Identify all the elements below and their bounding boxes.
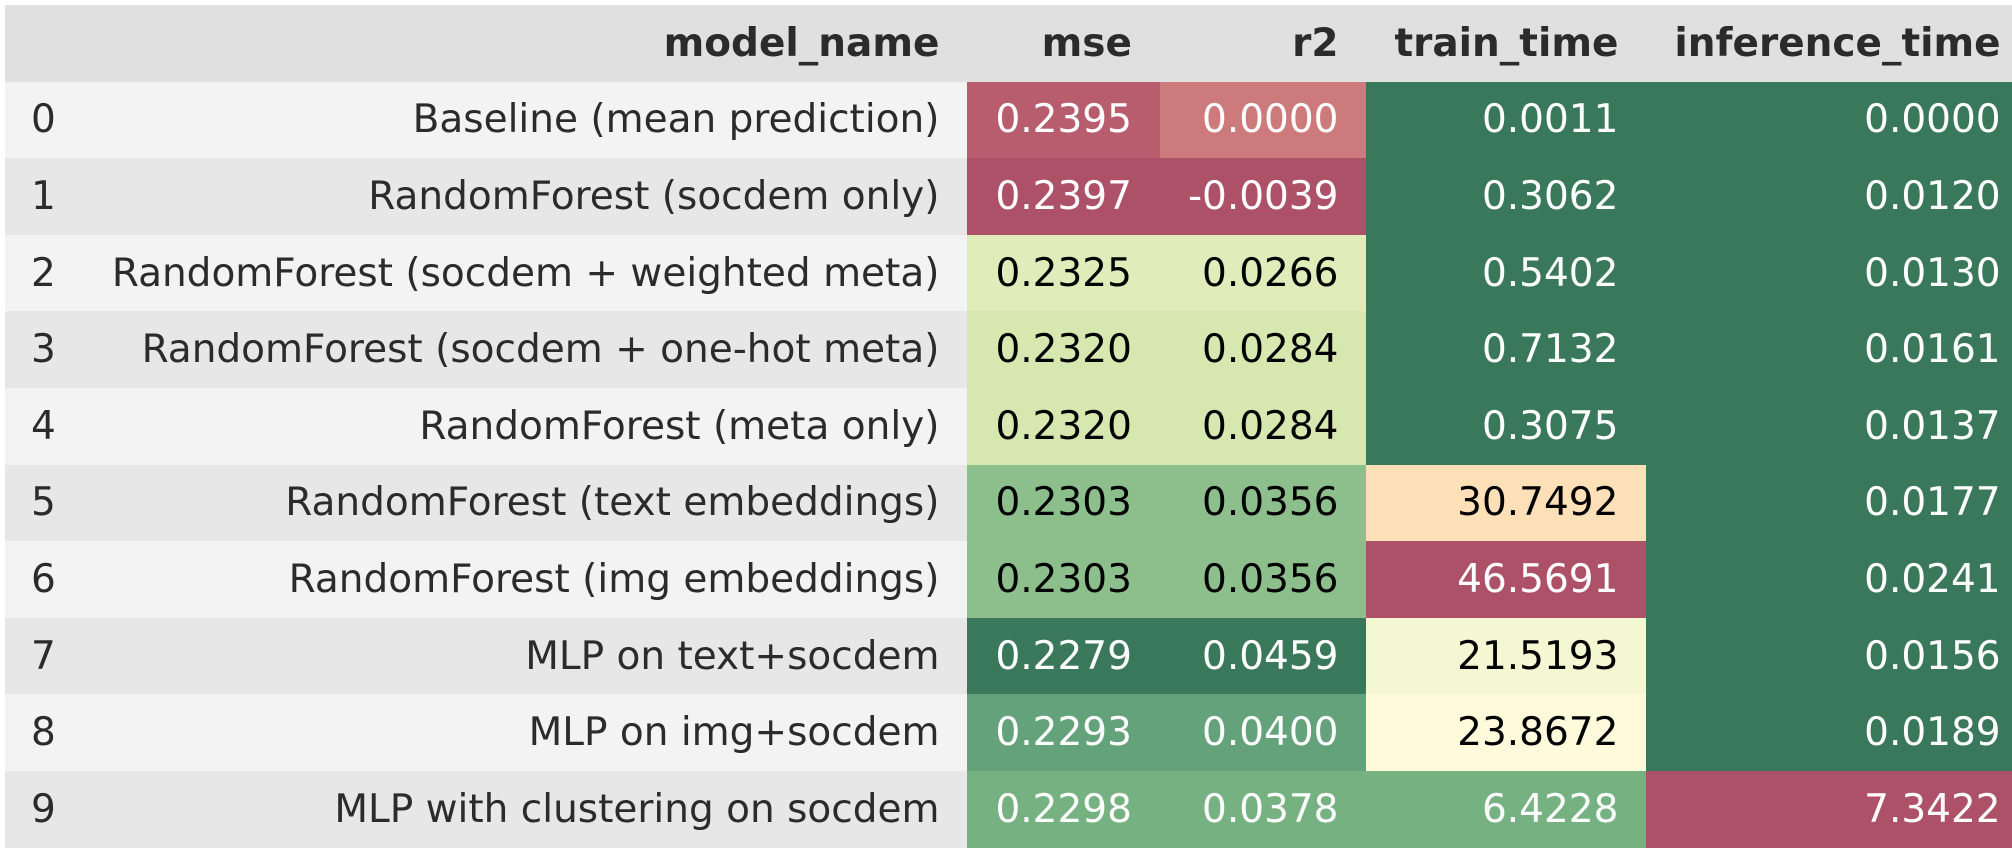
r2-cell: -0.0039 — [1159, 158, 1367, 235]
train-time-cell: 0.0011 — [1366, 81, 1647, 159]
mse-cell: 0.2397 — [967, 158, 1160, 235]
table-row: 0 Baseline (mean prediction) 0.2395 0.0000 0… — [5, 81, 2012, 159]
r2-cell: 0.0284 — [1159, 387, 1367, 465]
model-name-cell: RandomForest (img embeddings) — [83, 541, 968, 618]
row-index: 3 — [5, 311, 84, 388]
r2-cell: 0.0459 — [1159, 617, 1367, 695]
r2-cell: 0.0000 — [1159, 81, 1367, 159]
mse-cell: 0.2395 — [967, 81, 1160, 159]
table-row: 9 MLP with clustering on socdem 0.2298 0.03… — [5, 770, 2012, 848]
row-index: 2 — [5, 234, 84, 312]
inference-time-cell: 0.0120 — [1646, 158, 2012, 235]
train-time-cell: 0.7132 — [1366, 311, 1647, 388]
inference-time-cell: 0.0137 — [1646, 387, 2012, 465]
mse-cell: 0.2298 — [967, 770, 1160, 848]
train-time-cell: 0.3062 — [1366, 158, 1647, 235]
mse-cell: 0.2303 — [967, 464, 1160, 542]
header-mse: mse — [967, 5, 1160, 82]
model-name-cell: MLP with clustering on socdem — [83, 770, 968, 848]
row-index: 5 — [5, 464, 84, 542]
r2-cell: 0.0400 — [1159, 694, 1367, 771]
table-row: 1 RandomForest (socdem only) 0.2397 -0.0039… — [5, 158, 2012, 235]
train-time-cell: 21.5193 — [1366, 617, 1647, 695]
mse-cell: 0.2293 — [967, 694, 1160, 771]
row-index: 4 — [5, 387, 84, 465]
model-name-cell: RandomForest (socdem + weighted meta) — [83, 234, 968, 312]
row-index: 0 — [5, 81, 84, 159]
row-index: 8 — [5, 694, 84, 771]
inference-time-cell: 0.0156 — [1646, 617, 2012, 695]
header-index — [5, 5, 84, 82]
r2-cell: 0.0356 — [1159, 464, 1367, 542]
row-index: 1 — [5, 158, 84, 235]
table-row: 8 MLP on img+socdem 0.2293 0.0400 23.8672 0.0… — [5, 694, 2012, 771]
row-index: 6 — [5, 541, 84, 618]
inference-time-cell: 0.0161 — [1646, 311, 2012, 388]
mse-cell: 0.2279 — [967, 617, 1160, 695]
header-train-time: train_time — [1366, 5, 1647, 82]
train-time-cell: 0.3075 — [1366, 387, 1647, 465]
header-model-name: model_name — [83, 5, 968, 82]
mse-cell: 0.2320 — [967, 387, 1160, 465]
r2-cell: 0.0356 — [1159, 541, 1367, 618]
header-inference-time: inference_time — [1646, 5, 2012, 82]
model-name-cell: MLP on img+socdem — [83, 694, 968, 771]
model-name-cell: RandomForest (text embeddings) — [83, 464, 968, 542]
table-row: 7 MLP on text+socdem 0.2279 0.0459 21.5193 0.… — [5, 617, 2012, 695]
train-time-cell: 46.5691 — [1366, 541, 1647, 618]
model-name-cell: Baseline (mean prediction) — [83, 81, 968, 159]
header-r2: r2 — [1159, 5, 1367, 82]
header-row: model_name mse r2 train_time inference_t… — [5, 5, 2012, 82]
model-name-cell: RandomForest (meta only) — [83, 387, 968, 465]
train-time-cell: 23.8672 — [1366, 694, 1647, 771]
table-row: 5 RandomForest (text embeddings) 0.2303 0.0… — [5, 464, 2012, 542]
train-time-cell: 0.5402 — [1366, 234, 1647, 312]
model-name-cell: RandomForest (socdem only) — [83, 158, 968, 235]
mse-cell: 0.2325 — [967, 234, 1160, 312]
inference-time-cell: 0.0000 — [1646, 81, 2012, 159]
inference-time-cell: 7.3422 — [1646, 770, 2012, 848]
results-table: model_name mse r2 train_time inference_t… — [5, 5, 2012, 848]
r2-cell: 0.0378 — [1159, 770, 1367, 848]
r2-cell: 0.0284 — [1159, 311, 1367, 388]
train-time-cell: 30.7492 — [1366, 464, 1647, 542]
table-row: 6 RandomForest (img embeddings) 0.2303 0.03… — [5, 541, 2012, 618]
model-name-cell: RandomForest (socdem + one-hot meta) — [83, 311, 968, 388]
train-time-cell: 6.4228 — [1366, 770, 1647, 848]
table-row: 4 RandomForest (meta only) 0.2320 0.0284 0.3… — [5, 387, 2012, 465]
model-name-cell: MLP on text+socdem — [83, 617, 968, 695]
mse-cell: 0.2320 — [967, 311, 1160, 388]
row-index: 9 — [5, 770, 84, 848]
table-row: 2 RandomForest (socdem + weighted meta) 0.… — [5, 234, 2012, 312]
r2-cell: 0.0266 — [1159, 234, 1367, 312]
row-index: 7 — [5, 617, 84, 695]
inference-time-cell: 0.0189 — [1646, 694, 2012, 771]
inference-time-cell: 0.0241 — [1646, 541, 2012, 618]
mse-cell: 0.2303 — [967, 541, 1160, 618]
inference-time-cell: 0.0177 — [1646, 464, 2012, 542]
inference-time-cell: 0.0130 — [1646, 234, 2012, 312]
table-row: 3 RandomForest (socdem + one-hot meta) 0.2… — [5, 311, 2012, 388]
